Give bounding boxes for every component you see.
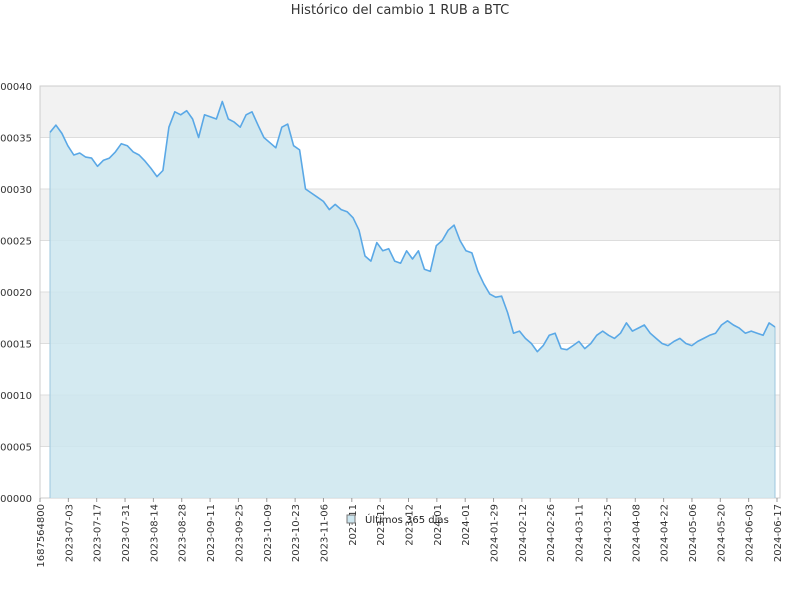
x-tick-label: 2024-06-03 [745,504,756,562]
y-tick-label: 000020 [0,288,32,299]
y-tick-label: 00040 [0,82,32,93]
x-tick-label: 2024-05-06 [688,504,699,562]
legend-label: Últimos 365 días [365,513,449,526]
series-layer [49,100,776,498]
chart-title: Histórico del cambio 1 RUB a BTC [290,3,510,18]
x-tick-label: 2024-06-17 [773,504,784,562]
x-tick-label: 2024-04-08 [631,504,642,562]
legend[interactable]: Últimos 365 días [346,513,449,526]
x-tick-label: 2023-09-11 [206,504,217,562]
series-line [49,100,776,353]
x-tick-label: 2023-08-28 [178,504,189,562]
y-tick-label: 00030 [0,185,32,196]
x-tick-label: 2024-05-20 [716,504,727,562]
x-axis: 1687564800 2023-07-03 2023-07-17 2023-07-31… [36,498,784,568]
x-tick-label: 2024-04-22 [660,504,671,562]
legend-swatch [346,514,356,524]
x-tick-label: 2024-03-11 [575,504,586,562]
grid-band [40,86,780,138]
x-tick-label: 2023-07-31 [121,504,132,562]
x-tick-label: 2023-10-09 [263,504,274,562]
x-tick-label: 2024-01 [433,504,444,546]
x-tick-label: 2023-11-06 [319,504,330,562]
x-tick-label: 2024-01 [461,504,472,546]
x-tick-label: 2023-11 [348,504,359,546]
x-tick-label: 2024-01-29 [490,504,501,562]
x-tick-label: 2024-02-12 [518,504,529,562]
series-area [50,101,775,498]
y-tick-label: 00010 [0,391,32,402]
x-tick-label: 2024-02-26 [546,504,557,562]
x-tick-label: 1687564800 [36,504,47,568]
x-tick-label: 2024-03-25 [603,504,614,562]
x-tick-label: 2023-12 [405,504,416,546]
x-tick-label: 2023-07-03 [64,504,75,562]
x-tick-label: 2023-07-17 [93,504,104,562]
x-tick-label: 2023-12 [376,504,387,546]
x-tick-label: 2023-09-25 [234,504,245,562]
x-tick-label: 2023-10-23 [291,504,302,562]
x-tick-label: 2023-08-14 [149,504,160,562]
